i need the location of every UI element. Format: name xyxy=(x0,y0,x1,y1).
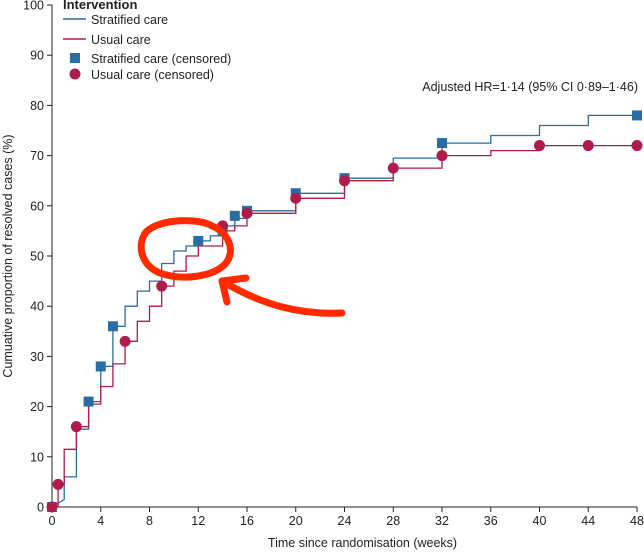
x-tick-label: 48 xyxy=(630,514,644,528)
y-tick-label: 60 xyxy=(30,199,44,213)
legend-entry-usual-censored: Usual care (censored) xyxy=(91,68,214,82)
y-tick-label: 20 xyxy=(30,400,44,414)
y-tick-label: 40 xyxy=(30,300,44,314)
censor-marker-usual xyxy=(436,150,448,162)
legend-title: Intervention xyxy=(63,0,137,12)
y-tick-label: 70 xyxy=(30,149,44,163)
censor-marker-usual xyxy=(582,140,594,152)
censor-marker-stratified xyxy=(193,235,204,246)
y-tick-label: 80 xyxy=(30,99,44,113)
y-axis-label: Cumuative proportion of resolved cases (… xyxy=(1,134,15,377)
censor-marker-stratified xyxy=(95,361,106,372)
censor-marker-usual xyxy=(631,140,643,152)
x-tick-label: 0 xyxy=(49,514,56,528)
y-tick-label: 100 xyxy=(23,0,44,13)
x-tick-label: 44 xyxy=(581,514,595,528)
censor-marker-usual xyxy=(52,478,64,490)
y-ticks: 0 10 20 30 40 50 60 70 80 90 100 xyxy=(23,0,52,515)
x-tick-label: 36 xyxy=(484,514,498,528)
highlight-circle xyxy=(137,217,234,281)
x-tick-label: 16 xyxy=(240,514,254,528)
censor-marker-stratified xyxy=(83,396,94,407)
legend-entry-usual: Usual care xyxy=(91,33,151,47)
highlight-annotation xyxy=(137,217,346,317)
y-tick-label: 10 xyxy=(30,450,44,464)
censor-marker-usual xyxy=(387,162,399,174)
x-tick-label: 24 xyxy=(338,514,352,528)
x-tick-label: 12 xyxy=(191,514,205,528)
highlight-arrow-head xyxy=(218,274,250,306)
y-tick-label: 30 xyxy=(30,350,44,364)
censor-marker-usual xyxy=(290,192,302,204)
censor-marker-usual xyxy=(119,335,131,347)
x-tick-label: 28 xyxy=(386,514,400,528)
x-tick-label: 8 xyxy=(146,514,153,528)
censor-marker-usual xyxy=(241,207,253,219)
censor-markers xyxy=(46,110,643,513)
legend-marker-stratified-censored xyxy=(70,53,80,63)
y-tick-label: 0 xyxy=(37,501,44,515)
series-line-usual xyxy=(52,144,637,508)
censor-marker-stratified xyxy=(229,210,240,221)
x-tick-label: 40 xyxy=(533,514,547,528)
hazard-ratio-annotation: Adjusted HR=1·14 (95% CI 0·89–1·46) xyxy=(422,80,638,94)
censor-marker-usual xyxy=(156,280,168,292)
x-axis-label: Time since randomisation (weeks) xyxy=(268,536,457,550)
y-tick-label: 50 xyxy=(30,250,44,264)
x-tick-label: 32 xyxy=(435,514,449,528)
censor-marker-usual xyxy=(339,175,350,187)
x-tick-label: 20 xyxy=(289,514,303,528)
legend-entry-stratified-censored: Stratified care (censored) xyxy=(91,52,231,66)
censor-marker-stratified xyxy=(632,110,642,121)
legend: Intervention Stratified care Usual care … xyxy=(63,0,231,82)
x-tick-label: 4 xyxy=(97,514,104,528)
legend-marker-usual-censored xyxy=(69,68,81,80)
x-ticks: 0 4 8 12 16 20 24 28 32 36 40 44 48 xyxy=(49,507,644,528)
legend-entry-stratified: Stratified care xyxy=(91,13,168,27)
censor-marker-usual xyxy=(534,140,545,152)
censor-marker-stratified xyxy=(107,321,118,332)
censor-marker-usual xyxy=(70,421,82,433)
censor-marker-stratified xyxy=(437,138,447,149)
censor-marker-usual xyxy=(46,501,58,513)
y-tick-label: 90 xyxy=(30,49,44,63)
highlight-arrow-shaft xyxy=(218,277,346,317)
